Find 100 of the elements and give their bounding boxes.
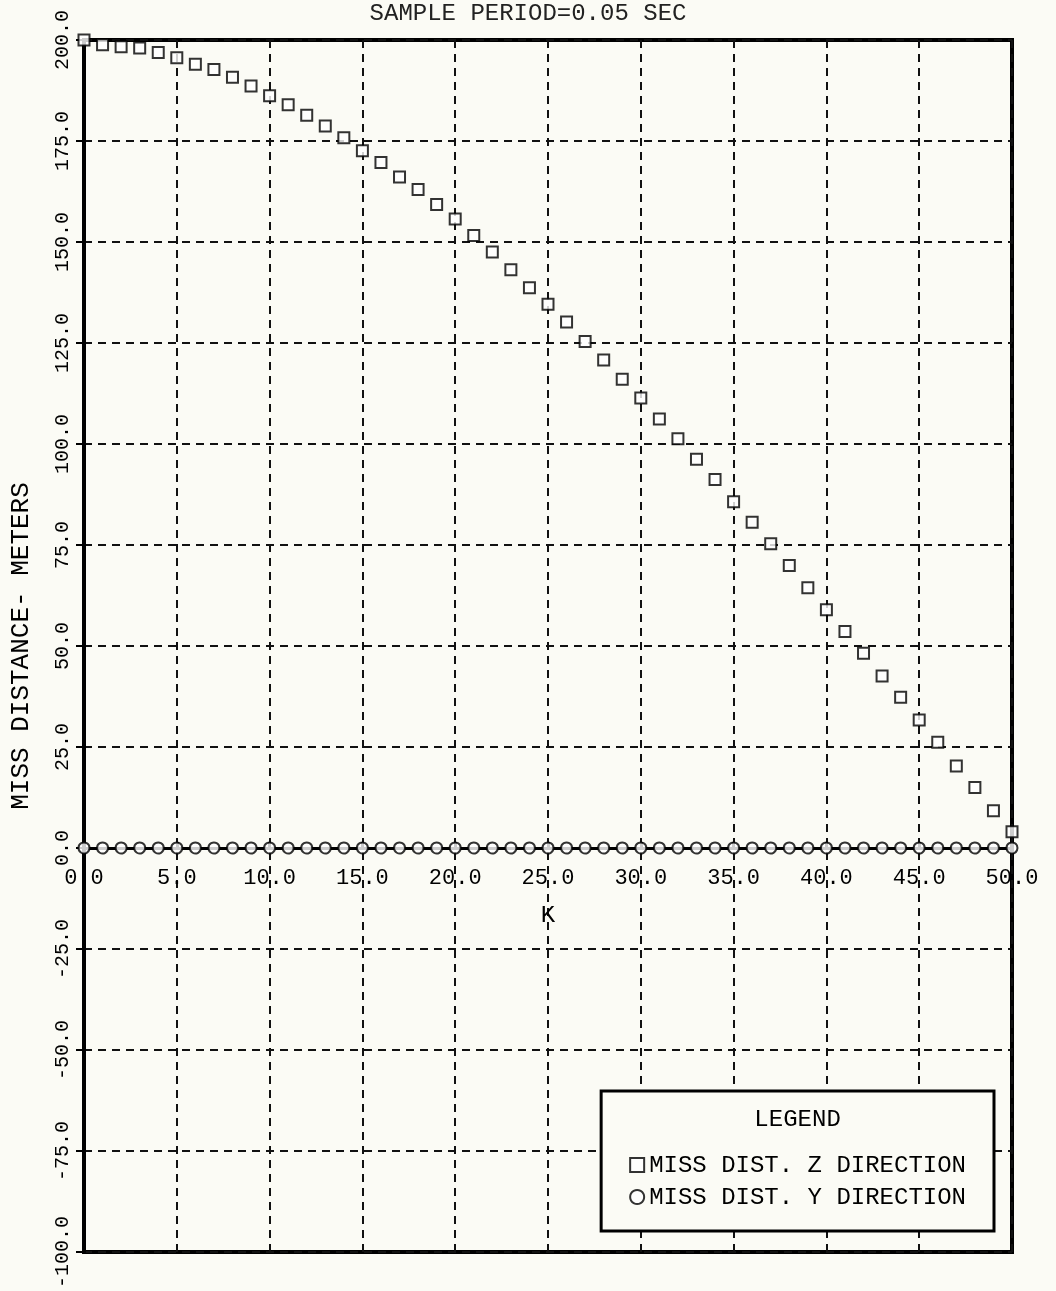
point <box>689 452 703 466</box>
point <box>615 372 629 386</box>
x-tick-label: 40.0 <box>799 865 853 891</box>
point <box>393 170 407 184</box>
point <box>355 144 369 158</box>
point <box>727 841 741 855</box>
point <box>578 334 592 348</box>
point <box>782 559 796 573</box>
y-tick-label: -50.0 <box>50 1019 74 1080</box>
point <box>819 603 833 617</box>
point <box>875 669 889 683</box>
point <box>652 841 666 855</box>
point <box>801 841 815 855</box>
point <box>337 841 351 855</box>
point <box>671 432 685 446</box>
point <box>300 841 314 855</box>
point <box>467 841 481 855</box>
x-tick-label: 5.0 <box>157 865 197 891</box>
point <box>318 119 332 133</box>
point <box>281 98 295 112</box>
y-tick-label: 25.0 <box>50 722 74 771</box>
point <box>708 841 722 855</box>
point <box>615 841 629 855</box>
y-tick-label: 150.0 <box>50 211 74 273</box>
point <box>337 131 351 145</box>
point <box>634 391 648 405</box>
point <box>560 315 574 329</box>
x-tick-label: 35.0 <box>707 865 761 891</box>
legend-title: LEGEND <box>754 1106 841 1133</box>
point <box>300 108 314 122</box>
y-tick-label: -75.0 <box>50 1120 74 1181</box>
x-tick-label: 10.0 <box>243 865 297 891</box>
point <box>485 245 499 259</box>
point <box>1005 841 1019 855</box>
point <box>541 841 555 855</box>
y-tick-label: 125.0 <box>50 312 74 374</box>
point <box>485 841 499 855</box>
chart-title: SAMPLE PERIOD=0.05 SEC <box>369 0 687 27</box>
point <box>411 182 425 196</box>
point <box>875 841 889 855</box>
y-tick-label: 175.0 <box>50 110 74 172</box>
y-tick-label: -25.0 <box>50 918 74 979</box>
point <box>114 841 128 855</box>
x-tick-label: 25.0 <box>521 865 575 891</box>
point <box>411 841 425 855</box>
point <box>801 581 815 595</box>
point <box>838 624 852 638</box>
point <box>986 841 1000 855</box>
point <box>912 841 926 855</box>
point <box>1005 825 1019 839</box>
legend-label: MISS DIST. Z DIRECTION <box>649 1151 967 1179</box>
x-tick-label: 30.0 <box>614 865 668 891</box>
point <box>133 41 147 55</box>
point <box>244 841 258 855</box>
point <box>689 841 703 855</box>
point <box>188 841 202 855</box>
point <box>949 759 963 773</box>
point <box>857 646 871 660</box>
point <box>782 841 796 855</box>
point <box>745 515 759 529</box>
y-tick-label: 75.0 <box>50 520 74 570</box>
point <box>931 841 945 855</box>
point <box>522 841 536 855</box>
point <box>430 841 444 855</box>
point <box>151 841 165 855</box>
point <box>225 70 239 84</box>
point <box>374 841 388 855</box>
point <box>968 841 982 855</box>
point <box>448 841 462 855</box>
point <box>170 841 184 855</box>
point <box>207 62 221 76</box>
point <box>188 57 202 71</box>
point <box>225 841 239 855</box>
point <box>949 841 963 855</box>
point <box>764 537 778 551</box>
point <box>522 281 536 295</box>
y-tick-label: -100.0 <box>50 1215 74 1288</box>
point <box>857 841 871 855</box>
point <box>764 841 778 855</box>
point <box>745 841 759 855</box>
point <box>263 89 277 103</box>
point <box>652 412 666 426</box>
point <box>263 841 277 855</box>
point <box>96 841 110 855</box>
point <box>560 841 574 855</box>
point <box>207 841 221 855</box>
point <box>393 841 407 855</box>
point <box>634 841 648 855</box>
point <box>986 804 1000 818</box>
y-tick-label: 100.0 <box>50 413 74 475</box>
point <box>894 690 908 704</box>
x-axis-title: K <box>540 901 556 929</box>
point <box>597 841 611 855</box>
x-tick-label: 15.0 <box>335 865 389 891</box>
point <box>504 841 518 855</box>
point <box>727 495 741 509</box>
point <box>133 841 147 855</box>
point <box>374 155 388 169</box>
point <box>819 841 833 855</box>
point <box>448 212 462 226</box>
